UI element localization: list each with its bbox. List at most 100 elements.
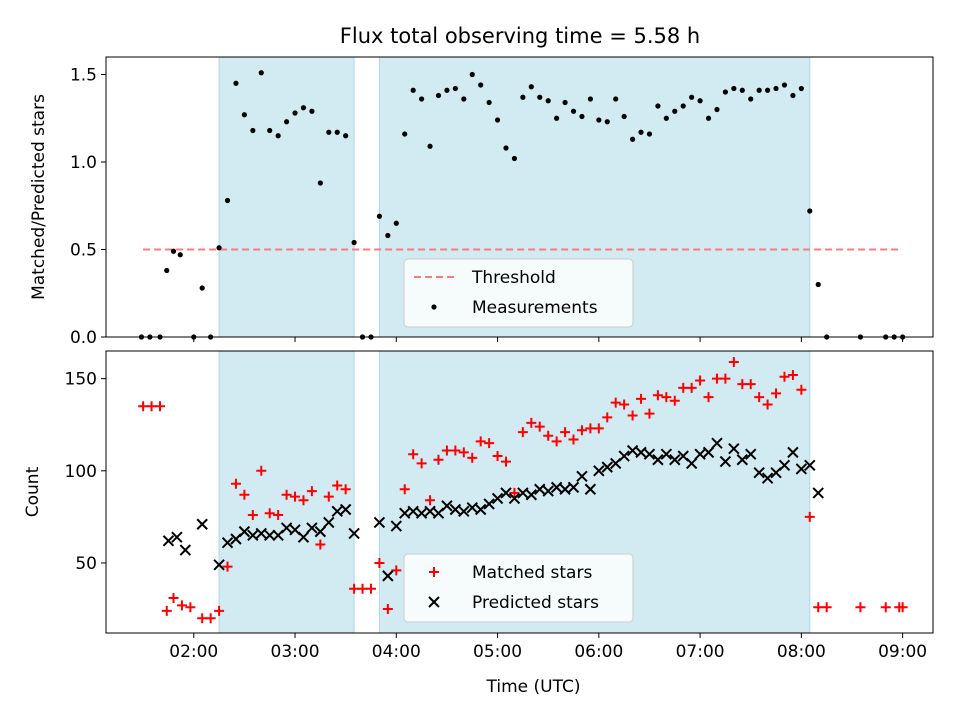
measurement-point (267, 127, 273, 134)
x-tick-label: 09:00 (878, 642, 927, 662)
panel-bottom: 50 100 150 02:00 03:00 04:00 05:00 06:00 07:00 08… (23, 350, 934, 697)
matched-star-point (214, 605, 225, 616)
matched-star-point (636, 393, 647, 404)
measurement-point (613, 96, 619, 102)
matched-star-point (762, 399, 773, 410)
matched-star-point (168, 592, 179, 603)
y-axis-label: Count (23, 466, 43, 517)
matched-star-point (239, 489, 250, 500)
matched-star-point (399, 484, 410, 495)
predicted-star-point (221, 536, 234, 549)
legend-box (403, 553, 634, 623)
measurement-point (138, 334, 145, 340)
matched-star-point (467, 452, 478, 463)
matched-star-point (500, 456, 511, 467)
measurement-point (385, 232, 391, 239)
measurement-point (292, 110, 298, 116)
predicted-star-point (179, 544, 192, 556)
measurement-point (857, 334, 864, 340)
y-tick-label: 150 (65, 370, 97, 390)
y-tick-label: 0.0 (70, 328, 97, 348)
y-tick-label: 100 (65, 462, 97, 482)
y-tick-label: 0.5 (70, 241, 97, 261)
measurement-point (199, 285, 205, 291)
measurement-point (461, 96, 467, 102)
measurement-point (241, 112, 247, 118)
matched-star-point (754, 392, 765, 403)
predicted-star-point (306, 522, 318, 534)
measurement-point (334, 129, 340, 135)
measurement-point (177, 252, 183, 258)
predicted-star-point (415, 507, 428, 519)
measurement-point (528, 84, 534, 90)
matched-star-point (458, 447, 469, 458)
measurement-point (309, 108, 315, 114)
predicted-star-point (238, 525, 251, 538)
y-axis-label: Matched/Predicted stars (29, 94, 49, 300)
measurement-point (537, 94, 543, 100)
matched-star-point (247, 510, 258, 521)
legend-label: Measurements (472, 298, 598, 318)
measurement-point (233, 80, 239, 86)
predicted-star-point (525, 489, 538, 501)
matched-star-point (534, 421, 545, 432)
matched-star-point (176, 600, 187, 611)
measurement-point (368, 334, 374, 340)
matched-star-point (576, 425, 587, 436)
measurement-point (705, 115, 712, 121)
measurement-point (300, 105, 307, 111)
measurement-point (883, 334, 889, 340)
predicted-star-point (171, 531, 183, 543)
matched-star-point (821, 602, 832, 613)
matched-star-point (475, 436, 486, 447)
measurement-point (208, 334, 214, 340)
measurement-point (900, 334, 906, 340)
matched-star-point (509, 487, 520, 498)
predicted-star-point (441, 500, 453, 512)
measurement-point (807, 208, 813, 214)
predicted-star-point (382, 570, 394, 582)
measurement-point (410, 87, 416, 93)
measurement-point (452, 85, 458, 92)
predicted-star-point (255, 527, 267, 540)
matched-star-point (602, 412, 613, 423)
matched-star-point (155, 401, 166, 412)
matched-star-point (779, 371, 790, 382)
predicted-star-point (618, 450, 630, 462)
matched-star-point (661, 392, 672, 403)
matched-star-point (365, 583, 376, 594)
measurement-point (798, 85, 804, 92)
x-tick-label: 03:00 (271, 642, 320, 662)
measurement-point (621, 113, 627, 120)
matched-star-point (332, 480, 343, 491)
predicted-star-point (593, 465, 605, 477)
predicted-star-point (390, 520, 403, 532)
matched-star-point (551, 436, 562, 447)
predicted-star-point (534, 483, 546, 495)
matched-star-point (416, 458, 427, 469)
predicted-star-point (517, 487, 529, 499)
matched-star-point (737, 379, 748, 390)
measurement-point (697, 98, 703, 104)
predicted-star-point (584, 483, 597, 495)
measurement-point (824, 334, 830, 340)
predicted-star-point (297, 531, 310, 543)
predicted-star-point (694, 448, 706, 460)
measurement-point (815, 281, 821, 288)
x-tick-label: 04:00 (372, 642, 421, 662)
matched-star-point (374, 557, 385, 568)
measurement-point (486, 99, 492, 106)
matched-star-point (880, 602, 891, 613)
measurement-point (494, 117, 501, 123)
measurement-point (170, 248, 177, 254)
predicted-star-point (314, 525, 327, 538)
axes-frame (105, 350, 934, 634)
measurement-point (326, 129, 332, 135)
x-tick-label: 08:00 (777, 642, 826, 662)
matched-star-point (161, 605, 172, 616)
matched-star-point (197, 613, 208, 624)
x-axis-label: Time (UTC) (486, 677, 581, 697)
measurement-point (419, 96, 425, 102)
matched-star-point (433, 454, 444, 465)
